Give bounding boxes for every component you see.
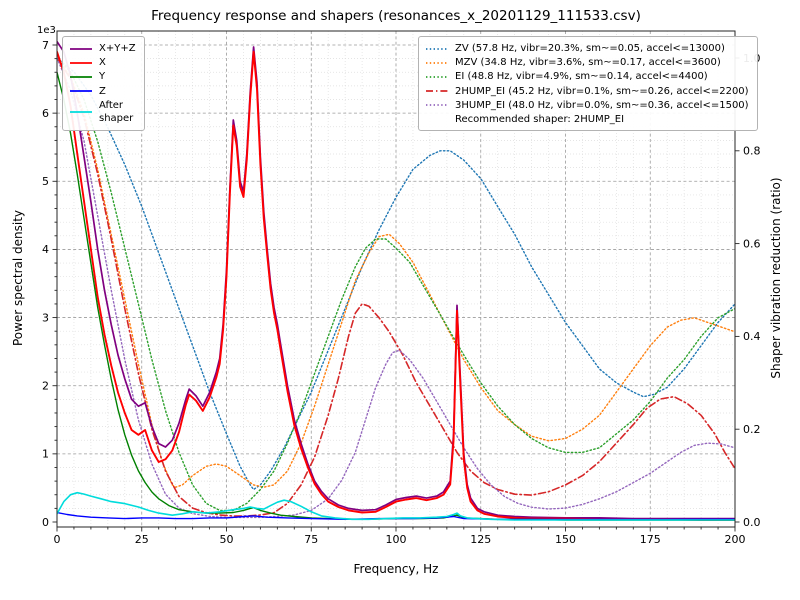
x-tick-label: 150 [555,533,576,546]
y-right-tick-label: 0.2 [743,423,761,436]
x-tick-label: 100 [386,533,407,546]
legend-label: Z [99,85,106,97]
y-left-tick-label: 2 [42,380,49,393]
x-tick-label: 0 [54,533,61,546]
shaper-3hump-ei-legend-line [426,104,448,107]
legend-label: X [99,57,106,69]
legend-psd: X+Y+Z X Y Z After shaper [62,36,145,132]
legend-label: EI (48.8 Hz, vibr=4.9%, sm~=0.14, accel<… [455,71,708,83]
legend-item-psd-y: Y [69,70,136,83]
y-left-tick-label: 3 [42,311,49,324]
x-tick-label: 50 [220,533,234,546]
shaper-2hump-ei-legend-line [426,90,448,93]
legend-label: 2HUMP_EI (45.2 Hz, vibr=0.1%, sm~=0.26, … [455,85,749,97]
shaper-mzv-legend-line [426,61,448,64]
y-left-tick-label: 1 [42,448,49,461]
shaper-2hump-ei-line [57,57,735,517]
psd-after-shaper-line [57,491,735,521]
y-right-tick-label: 0.4 [743,330,761,343]
legend-label: 3HUMP_EI (48.0 Hz, vibr=0.0%, sm~=0.36, … [455,99,749,111]
psd-z-legend-line [70,90,92,93]
y-right-tick-label: 0.8 [743,145,761,158]
legend-item-shaper-zv: ZV (57.8 Hz, vibr=20.3%, sm~=0.05, accel… [425,42,749,55]
shaper-ei-line [57,57,735,512]
recommended-shaper-note: Recommended shaper: 2HUMP_EI [455,113,625,125]
y-axis-offset-text: 1e3 [37,25,56,36]
shaper-zv-line [57,57,735,491]
shaper-3hump-ei-line [57,57,735,519]
legend-label: After shaper [99,99,134,124]
y-left-tick-label: 4 [42,243,49,256]
axis-ticks [52,44,740,532]
legend-label: MZV (34.8 Hz, vibr=3.6%, sm~=0.17, accel… [455,57,721,69]
shaper-zv-legend-line [426,47,448,50]
y-left-tick-label: 7 [42,39,49,52]
psd-after-shaper-legend-line [70,111,92,113]
legend-item-psd-xyz: X+Y+Z [69,42,136,55]
legend-label: ZV (57.8 Hz, vibr=20.3%, sm~=0.05, accel… [455,43,725,54]
legend-item-shaper-3hump-ei: 3HUMP_EI (48.0 Hz, vibr=0.0%, sm~=0.36, … [425,99,749,112]
legend-item-shaper-ei: EI (48.8 Hz, vibr=4.9%, sm~=0.14, accel<… [425,70,749,83]
legend-label: X+Y+Z [99,43,136,54]
psd-y-legend-line [70,76,92,78]
legend-item-shaper-2hump-ei: 2HUMP_EI (45.2 Hz, vibr=0.1%, sm~=0.26, … [425,85,749,98]
x-tick-label: 125 [470,533,491,546]
x-tick-label: 75 [304,533,318,546]
psd-x-line [57,50,735,521]
legend-shapers: ZV (57.8 Hz, vibr=20.3%, sm~=0.05, accel… [418,36,758,132]
legend-item-psd-x: X [69,56,136,69]
y-left-tick-label: 6 [42,107,49,120]
psd-x-legend-line [70,61,92,64]
y-right-tick-label: 0.0 [743,516,761,529]
y-left-tick-label: 5 [42,175,49,188]
y-left-tick-label: 0 [42,516,49,529]
y-right-tick-label: 0.6 [743,237,761,250]
legend-item-shaper-mzv: MZV (34.8 Hz, vibr=3.6%, sm~=0.17, accel… [425,56,749,69]
legend-label: Y [99,71,106,83]
legend-item-psd-after-shaper: After shaper [69,99,136,125]
legend-item-psd-z: Z [69,85,136,98]
shaper-ei-legend-line [426,76,448,78]
x-tick-label: 175 [640,533,661,546]
x-axis-label: Frequency, Hz [353,562,439,576]
x-tick-label: 25 [135,533,149,546]
psd-xyz-legend-line [70,47,92,50]
x-tick-label: 200 [725,533,746,546]
chart-title: Frequency response and shapers (resonanc… [151,8,641,24]
